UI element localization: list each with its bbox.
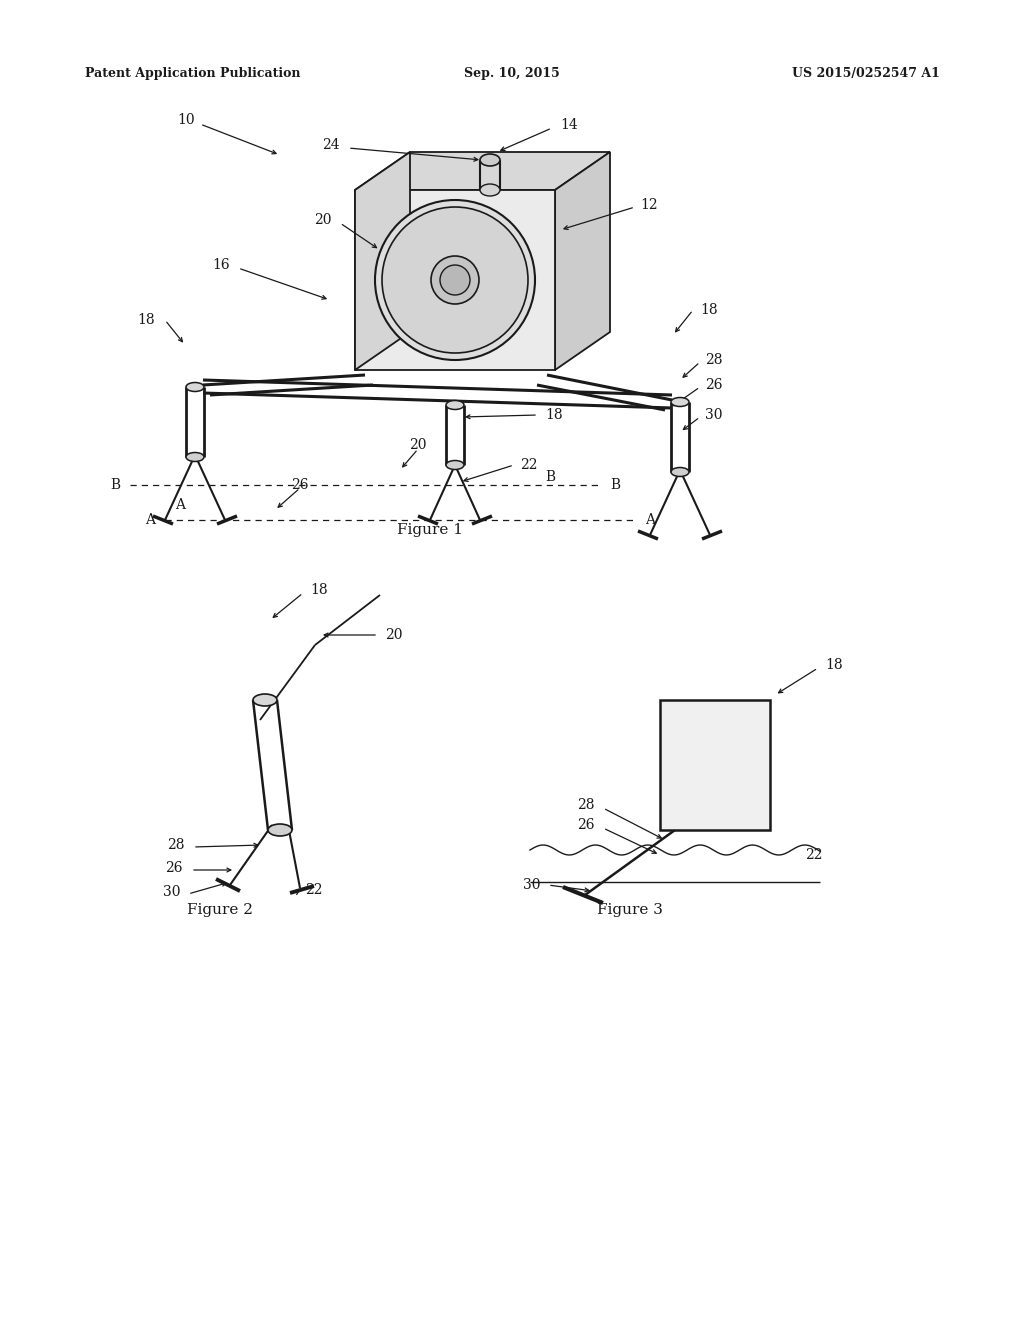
Text: 18: 18	[700, 304, 718, 317]
Ellipse shape	[671, 467, 689, 477]
Text: 20: 20	[410, 438, 427, 451]
Text: 24: 24	[323, 139, 340, 152]
Ellipse shape	[671, 397, 689, 407]
Ellipse shape	[186, 453, 204, 462]
Text: 14: 14	[560, 117, 578, 132]
Text: A: A	[175, 498, 185, 512]
Ellipse shape	[268, 824, 292, 836]
Text: 30: 30	[522, 878, 540, 892]
Ellipse shape	[446, 461, 464, 470]
Polygon shape	[355, 152, 610, 190]
Text: Figure 1: Figure 1	[397, 523, 463, 537]
Text: B: B	[545, 470, 555, 484]
Text: B: B	[110, 478, 120, 492]
Text: A: A	[145, 513, 155, 527]
Text: 18: 18	[310, 583, 328, 597]
Text: US 2015/0252547 A1: US 2015/0252547 A1	[793, 66, 940, 79]
Ellipse shape	[375, 201, 535, 360]
Bar	[660, 700, 770, 830]
Ellipse shape	[480, 154, 500, 166]
Polygon shape	[355, 190, 555, 370]
Ellipse shape	[431, 256, 479, 304]
Polygon shape	[555, 152, 610, 370]
Text: Sep. 10, 2015: Sep. 10, 2015	[464, 66, 560, 79]
Text: 26: 26	[705, 378, 723, 392]
Ellipse shape	[446, 400, 464, 409]
Ellipse shape	[186, 383, 204, 392]
Text: 22: 22	[305, 883, 323, 898]
Text: 28: 28	[578, 799, 595, 812]
Ellipse shape	[480, 183, 500, 195]
Text: 22: 22	[805, 847, 822, 862]
Text: 26: 26	[166, 861, 183, 875]
Text: 30: 30	[163, 884, 180, 899]
Text: 28: 28	[168, 838, 185, 851]
Ellipse shape	[253, 694, 278, 706]
Text: 18: 18	[825, 657, 843, 672]
Text: A: A	[645, 513, 655, 527]
Text: 12: 12	[640, 198, 657, 213]
Text: 30: 30	[705, 408, 723, 422]
Text: 26: 26	[578, 818, 595, 832]
Text: 28: 28	[705, 352, 723, 367]
Text: 16: 16	[212, 257, 230, 272]
Polygon shape	[355, 152, 410, 370]
Text: 20: 20	[385, 628, 402, 642]
Text: 20: 20	[314, 213, 332, 227]
Text: 10: 10	[177, 114, 195, 127]
Text: Figure 2: Figure 2	[187, 903, 253, 917]
Text: 18: 18	[137, 313, 155, 327]
Ellipse shape	[382, 207, 528, 352]
Text: 22: 22	[520, 458, 538, 473]
Text: Figure 3: Figure 3	[597, 903, 663, 917]
Text: 26: 26	[291, 478, 309, 492]
Text: Patent Application Publication: Patent Application Publication	[85, 66, 300, 79]
Text: B: B	[610, 478, 621, 492]
Text: 18: 18	[545, 408, 562, 422]
Ellipse shape	[440, 265, 470, 294]
